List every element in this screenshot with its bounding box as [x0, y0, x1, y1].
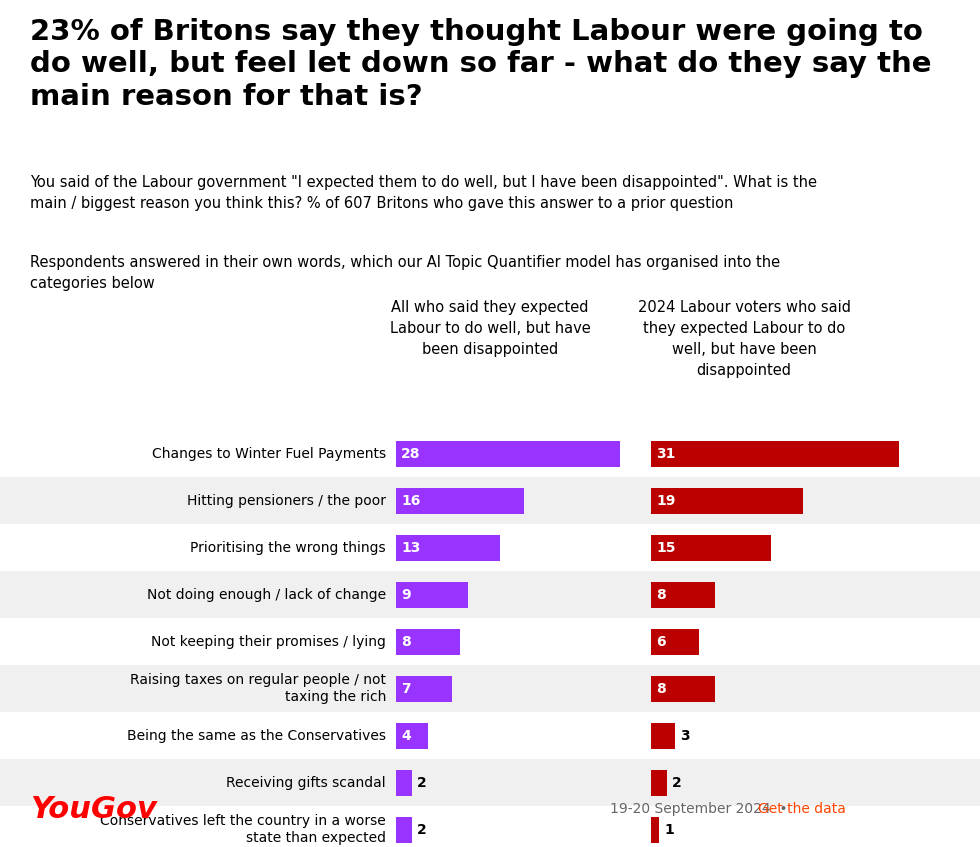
Text: Receiving gifts scandal: Receiving gifts scandal [226, 776, 386, 789]
Text: Respondents answered in their own words, which our AI Topic Quantifier model has: Respondents answered in their own words,… [30, 255, 780, 291]
Bar [0, 430, 980, 477]
Bar [651, 534, 771, 561]
Text: Get the data: Get the data [758, 802, 846, 816]
Bar [651, 488, 803, 513]
Text: 16: 16 [401, 494, 420, 507]
Bar [651, 582, 715, 607]
Bar [651, 770, 667, 795]
Text: 2: 2 [672, 776, 682, 789]
Bar [0, 712, 980, 759]
Bar [0, 571, 980, 618]
Text: Changes to Winter Fuel Payments: Changes to Winter Fuel Payments [152, 446, 386, 461]
Text: 8: 8 [656, 682, 665, 695]
Bar [0, 665, 980, 712]
Bar [396, 722, 428, 749]
Text: 31: 31 [656, 446, 675, 461]
Text: 19: 19 [656, 494, 675, 507]
Text: Hitting pensioners / the poor: Hitting pensioners / the poor [187, 494, 386, 507]
Text: Raising taxes on regular people / not
taxing the rich: Raising taxes on regular people / not ta… [130, 673, 386, 704]
Text: 6: 6 [656, 634, 665, 649]
Text: Prioritising the wrong things: Prioritising the wrong things [190, 540, 386, 555]
Bar [396, 534, 500, 561]
Text: 15: 15 [656, 540, 675, 555]
Bar [396, 676, 452, 701]
Text: Not doing enough / lack of change: Not doing enough / lack of change [147, 588, 386, 601]
Text: Being the same as the Conservatives: Being the same as the Conservatives [127, 728, 386, 743]
Text: 1: 1 [664, 822, 674, 837]
Text: 28: 28 [401, 446, 420, 461]
Bar [396, 440, 620, 467]
Bar [0, 759, 980, 806]
Text: 19-20 September 2024  •: 19-20 September 2024 • [610, 802, 797, 816]
Text: You said of the Labour government "I expected them to do well, but I have been d: You said of the Labour government "I exp… [30, 175, 817, 211]
Text: 4: 4 [401, 728, 411, 743]
Bar [396, 817, 412, 843]
Bar [0, 524, 980, 571]
Text: 13: 13 [401, 540, 420, 555]
Text: YouGov: YouGov [30, 794, 157, 823]
Text: Conservatives left the country in a worse
state than expected: Conservatives left the country in a wors… [100, 815, 386, 844]
Text: 9: 9 [401, 588, 411, 601]
Text: Not keeping their promises / lying: Not keeping their promises / lying [151, 634, 386, 649]
Bar [651, 722, 675, 749]
Bar [651, 676, 715, 701]
Bar [651, 817, 659, 843]
Text: 7: 7 [401, 682, 411, 695]
Text: 8: 8 [401, 634, 411, 649]
Text: 23% of Britons say they thought Labour were going to
do well, but feel let down : 23% of Britons say they thought Labour w… [30, 18, 932, 111]
Text: 8: 8 [656, 588, 665, 601]
Bar [651, 628, 699, 655]
Bar [651, 440, 899, 467]
Bar [0, 618, 980, 665]
Bar [396, 628, 460, 655]
Text: All who said they expected
Labour to do well, but have
been disappointed: All who said they expected Labour to do … [390, 300, 590, 357]
Bar [396, 488, 524, 513]
Bar [0, 806, 980, 847]
Text: 3: 3 [680, 728, 690, 743]
Text: 2: 2 [417, 776, 426, 789]
Bar [396, 770, 412, 795]
Bar [396, 582, 468, 607]
Bar [0, 477, 980, 524]
Text: 2024 Labour voters who said
they expected Labour to do
well, but have been
disap: 2024 Labour voters who said they expecte… [638, 300, 851, 378]
Text: 2: 2 [417, 822, 426, 837]
